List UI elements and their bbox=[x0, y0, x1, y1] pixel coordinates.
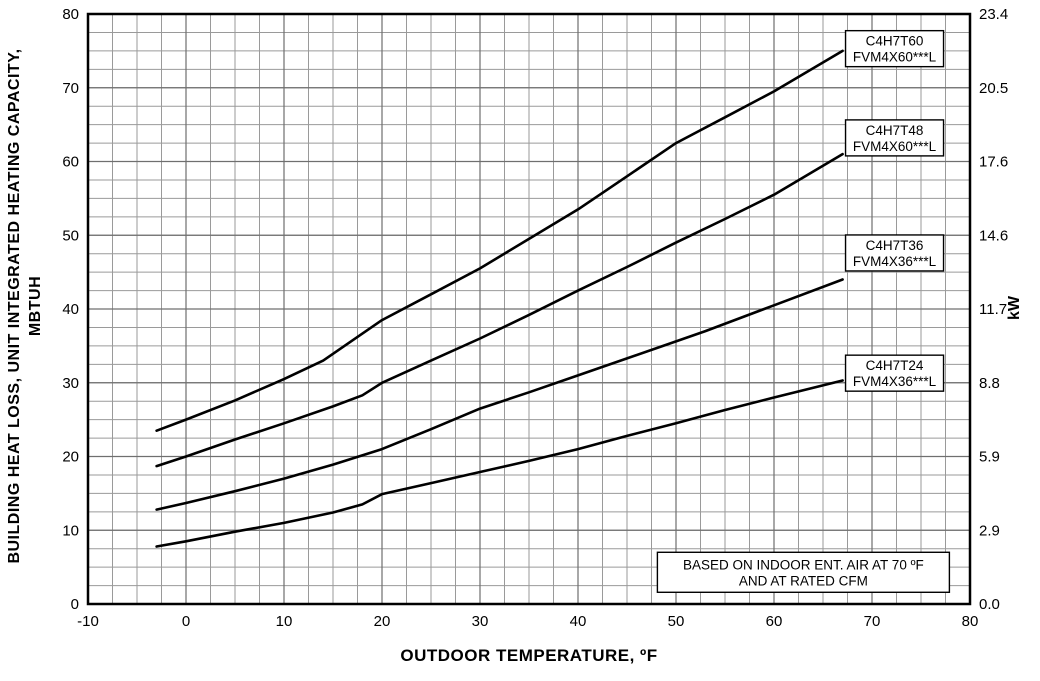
y-tick-label: 60 bbox=[62, 154, 79, 171]
x-tick-label: 40 bbox=[570, 613, 587, 630]
x-tick-label: 70 bbox=[864, 613, 881, 630]
annotation-line1: BASED ON INDOOR ENT. AIR AT 70 ºF bbox=[683, 557, 924, 572]
series-label-box-frame bbox=[844, 354, 945, 392]
series-label-line1: C4H7T48 bbox=[866, 123, 924, 138]
y2-tick-label: 20.5 bbox=[979, 80, 1008, 97]
annotation-line2: AND AT RATED CFM bbox=[739, 573, 868, 588]
series-label-box-frame bbox=[844, 119, 945, 157]
series-label-line2: FVM4X36***L bbox=[853, 374, 937, 389]
series-label-box-frame bbox=[844, 234, 945, 272]
x-axis-title: OUTDOOR TEMPERATURE, ºF bbox=[400, 646, 658, 665]
series-label-line1: C4H7T60 bbox=[866, 34, 924, 49]
series-label-line2: FVM4X60***L bbox=[853, 50, 937, 65]
x-tick-label: 30 bbox=[472, 613, 489, 630]
y-tick-label: 30 bbox=[62, 375, 79, 392]
tick-labels: -10 0 10 20 30 40 50 60 70 80010203040506070800.0… bbox=[62, 6, 1008, 630]
x-tick-label: 80 bbox=[962, 613, 979, 630]
series-label-line1: C4H7T24 bbox=[866, 358, 924, 373]
secondary-y-axis-title: kW bbox=[1006, 296, 1023, 320]
x-tick-label: 50 bbox=[668, 613, 685, 630]
y2-tick-label: 14.6 bbox=[979, 227, 1008, 244]
y2-tick-label: 11.7 bbox=[979, 301, 1007, 318]
x-tick-label: -10 bbox=[77, 613, 99, 630]
series-line-C4H7T24 bbox=[155, 379, 844, 548]
series-lines bbox=[155, 49, 844, 548]
y-axis-title-line2: MBTUH bbox=[27, 275, 44, 337]
x-tick-label: 0 bbox=[182, 613, 190, 630]
y2-tick-label: 8.8 bbox=[979, 375, 1000, 392]
y2-tick-label: 17.6 bbox=[979, 154, 1008, 171]
y2-tick-label: 23.4 bbox=[979, 6, 1008, 23]
x-tick-label: 10 bbox=[276, 613, 293, 630]
series-label-line2: FVM4X60***L bbox=[853, 139, 937, 154]
y-tick-label: 80 bbox=[62, 6, 79, 23]
y-tick-label: 20 bbox=[62, 449, 79, 466]
y-tick-label: 0 bbox=[71, 596, 79, 613]
y2-tick-label: 0.0 bbox=[979, 596, 1000, 613]
y2-tick-label: 5.9 bbox=[979, 449, 1000, 466]
series-label-box-frame bbox=[844, 29, 945, 68]
series-label-line1: C4H7T36 bbox=[866, 238, 924, 253]
y-tick-label: 10 bbox=[62, 522, 79, 539]
series-label-boxes: C4H7T60FVM4X60***LC4H7T48FVM4X60***LC4H7… bbox=[844, 29, 945, 392]
y-axis-title: BUILDING HEAT LOSS, UNIT INTEGRATED HEAT… bbox=[4, 6, 46, 606]
y-axis-title-line1: BUILDING HEAT LOSS, UNIT INTEGRATED HEAT… bbox=[6, 48, 23, 564]
series-label-line2: FVM4X36***L bbox=[853, 254, 937, 269]
plot-border bbox=[86, 12, 972, 606]
y2-tick-label: 2.9 bbox=[979, 522, 1000, 539]
y-tick-label: 40 bbox=[62, 301, 79, 318]
series-line-C4H7T48 bbox=[155, 152, 844, 468]
x-tick-label: 60 bbox=[766, 613, 783, 630]
x-tick-label: 20 bbox=[374, 613, 391, 630]
y-tick-label: 70 bbox=[62, 80, 79, 97]
annotation-box-frame bbox=[656, 551, 951, 593]
y-tick-label: 50 bbox=[62, 227, 79, 244]
series-line-C4H7T36 bbox=[155, 278, 844, 511]
series-line-C4H7T60 bbox=[155, 49, 844, 433]
